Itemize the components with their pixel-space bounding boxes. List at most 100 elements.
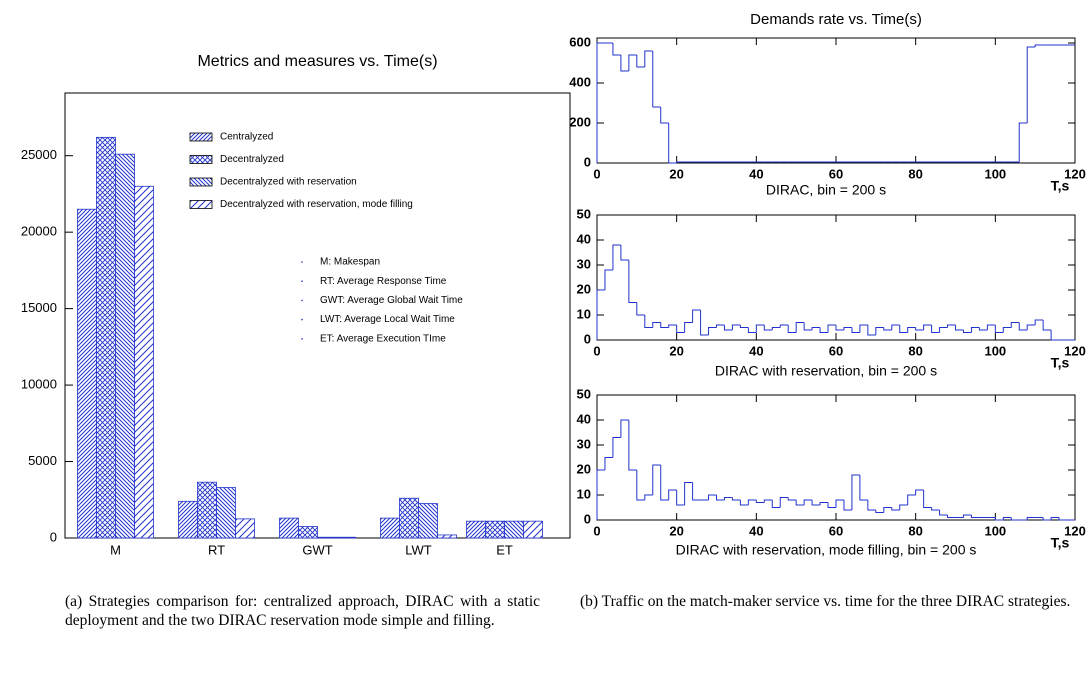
bar	[279, 517, 299, 539]
histogram-step	[1018, 122, 1028, 162]
histogram-step	[819, 327, 829, 333]
legend-label: Decentralyzed with reservation, mode fil…	[220, 199, 413, 210]
histogram-step	[660, 322, 669, 328]
histogram-step	[883, 327, 892, 331]
bar	[96, 136, 116, 539]
bar	[134, 185, 154, 539]
histogram-step	[891, 507, 900, 511]
histogram-step	[755, 324, 765, 333]
histogram-step	[747, 327, 757, 333]
histogram-step	[795, 500, 805, 506]
y-tick-label: 0	[584, 511, 591, 526]
histogram-step	[931, 325, 940, 333]
x-tick-label: 120	[1064, 343, 1086, 358]
histogram-step	[1042, 517, 1052, 521]
histogram-step	[620, 55, 629, 72]
histogram-step	[660, 465, 669, 501]
x-tick-label: GWT	[302, 542, 332, 557]
y-tick-label: 25000	[21, 147, 57, 162]
histogram-step	[1002, 517, 1012, 520]
annotation: ET: Average Execution TIme	[320, 333, 446, 344]
histogram-step	[708, 494, 717, 500]
histogram-step	[835, 325, 844, 331]
histogram-step	[628, 54, 637, 71]
x-tick-label: 40	[749, 166, 763, 181]
x-tick-label: 20	[669, 523, 683, 538]
bar	[418, 503, 438, 539]
histogram-step	[923, 324, 932, 330]
histogram-step	[620, 245, 629, 261]
y-tick-label: 20	[577, 281, 591, 296]
histogram-step	[739, 500, 749, 506]
y-tick-label: 0	[584, 154, 591, 169]
histogram-step	[652, 464, 661, 495]
y-tick-label: 200	[569, 114, 591, 129]
histogram-step	[939, 510, 948, 516]
bar	[298, 526, 318, 539]
histogram-step	[620, 419, 629, 438]
histogram-step	[747, 499, 757, 505]
histogram-step	[875, 327, 884, 335]
histogram-step	[947, 515, 956, 518]
histogram-step	[644, 50, 653, 67]
legend-swatch	[189, 155, 213, 164]
histogram-step	[1026, 46, 1036, 123]
histogram-step	[1002, 327, 1012, 333]
y-tick-label: 10	[577, 306, 591, 321]
histogram-step	[787, 325, 797, 333]
annotation: GWT: Average Global Wait Time	[320, 295, 463, 306]
legend-label: Centralyzed	[220, 132, 273, 143]
annotation-dot	[301, 318, 303, 321]
histogram-step	[612, 43, 621, 56]
histogram-step	[779, 497, 789, 508]
y-tick-label: 40	[577, 231, 591, 246]
legend-label: Decentralyzed with reservation	[220, 177, 357, 188]
bar	[216, 487, 236, 539]
x-tick-label: 20	[669, 343, 683, 358]
x-tick-label: M	[110, 542, 121, 557]
x-axis-label: DIRAC, bin = 200 s	[766, 182, 886, 198]
legend-swatch	[189, 132, 213, 142]
histogram-step	[986, 324, 996, 330]
histogram-step	[644, 494, 653, 500]
histogram-step	[923, 490, 932, 508]
histogram-step	[668, 123, 677, 164]
y-tick-label: 600	[569, 34, 591, 49]
histogram-step	[652, 322, 661, 328]
histogram-step	[1034, 319, 1044, 325]
histogram-step	[668, 324, 677, 328]
y-tick-label: 10	[577, 486, 591, 501]
histogram-step	[692, 482, 701, 501]
histogram-step	[771, 327, 781, 330]
histogram-step	[835, 499, 844, 508]
histogram-step	[827, 502, 836, 508]
x-tick-label: 60	[829, 166, 843, 181]
bar	[235, 518, 255, 539]
histogram-step	[596, 289, 605, 340]
histogram-step	[612, 244, 621, 270]
bar	[197, 481, 217, 539]
histogram-step	[970, 515, 980, 518]
histogram-step	[779, 324, 789, 328]
histogram-step	[1058, 517, 1068, 521]
caption-a: (a) Strategies comparison for: centraliz…	[65, 593, 540, 629]
histogram-step	[787, 497, 797, 501]
histogram-step	[716, 324, 725, 328]
annotation: LWT: Average Local Wait Time	[320, 314, 455, 325]
histogram-step	[867, 325, 876, 336]
y-tick-label: 30	[577, 436, 591, 451]
histogram-step	[755, 500, 765, 503]
x-tick-label: 40	[749, 343, 763, 358]
legend-label: Decentralyzed	[220, 154, 284, 165]
histogram-step	[970, 327, 980, 333]
y-tick-label: 5000	[28, 453, 57, 468]
y-tick-label: 50	[577, 206, 591, 221]
x-tick-label: 80	[908, 343, 922, 358]
bar	[178, 500, 198, 539]
y-tick-label: 40	[577, 411, 591, 426]
x-tick-label: 0	[593, 523, 600, 538]
histogram-step	[859, 324, 868, 333]
chart-title: Demands rate vs. Time(s)	[750, 11, 922, 28]
histogram-step	[684, 482, 693, 505]
